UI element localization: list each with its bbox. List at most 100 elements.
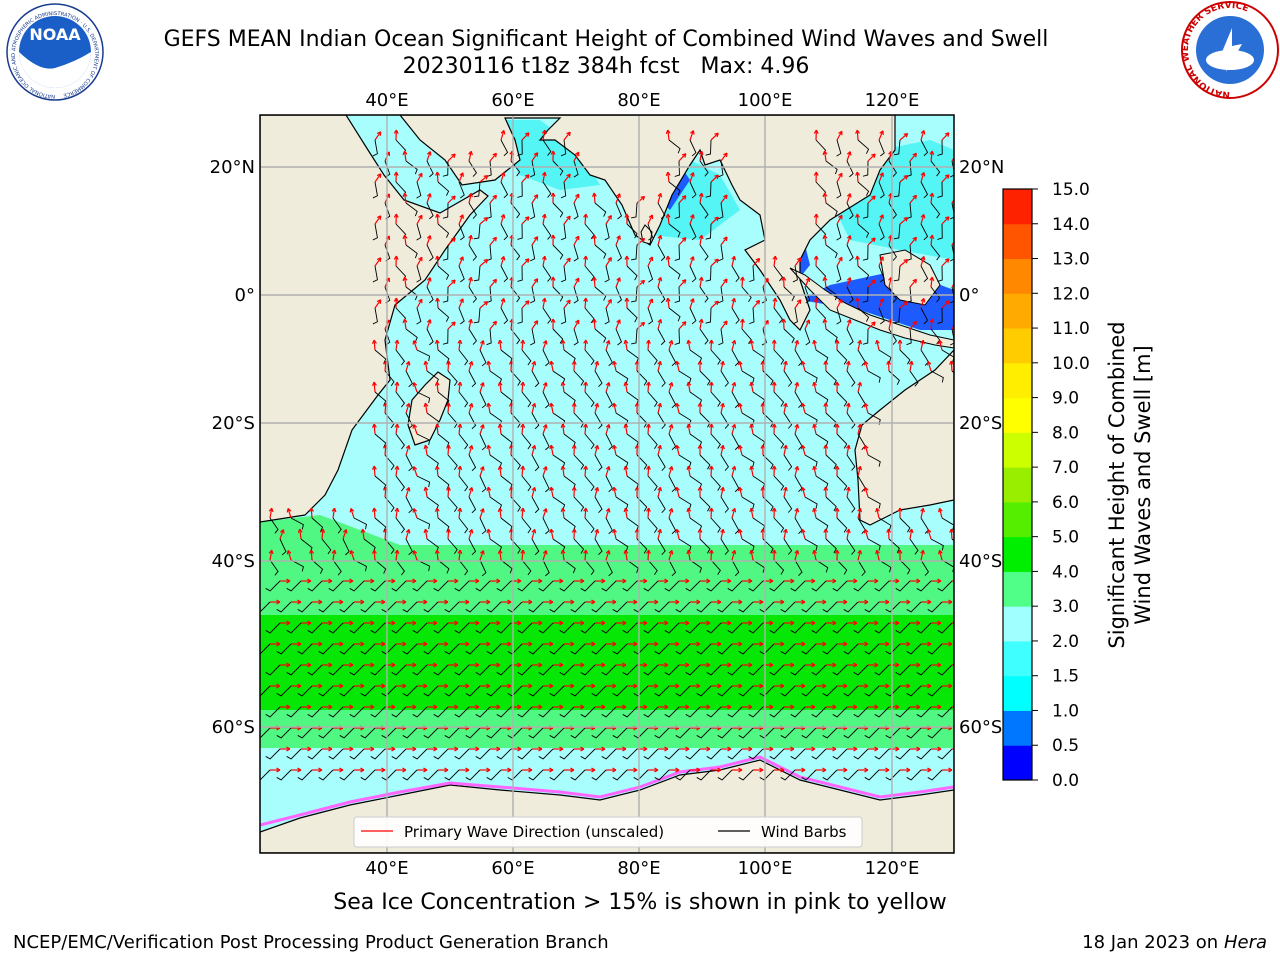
wind-barb — [426, 328, 434, 346]
wave-direction-arrow — [878, 172, 884, 183]
wind-barb — [699, 328, 709, 345]
wind-barb — [668, 475, 677, 493]
wave-direction-arrowhead — [855, 213, 860, 218]
wave-direction-arrowhead — [879, 298, 884, 303]
wave-direction-arrow — [458, 256, 464, 267]
wave-direction-arrowhead — [708, 507, 714, 512]
wave-direction-arrowhead — [685, 704, 690, 710]
wave-direction-arrowhead — [822, 599, 827, 605]
wave-direction-arrow — [468, 193, 472, 204]
wave-direction-arrowhead — [457, 549, 463, 555]
wind-barb — [423, 769, 439, 781]
lat-right-40s: 40°S — [959, 551, 1002, 572]
wave-direction-arrowhead — [483, 258, 489, 264]
wind-barb — [759, 685, 775, 697]
wave-direction-arrow — [373, 465, 376, 477]
wave-direction-arrowhead — [929, 192, 935, 198]
wind-barb — [615, 496, 629, 510]
wave-direction-arrow — [395, 508, 398, 519]
wind-barb — [458, 517, 469, 534]
wave-direction-arrowhead — [492, 278, 498, 284]
wind-barb — [528, 643, 544, 655]
wind-barb — [706, 748, 722, 760]
wave-direction-arrow — [542, 382, 547, 393]
wave-direction-arrow — [487, 445, 491, 456]
wave-direction-arrowhead — [339, 599, 344, 605]
wave-direction-arrowhead — [405, 445, 411, 450]
wave-direction-arrowhead — [549, 360, 555, 366]
wind-barb — [631, 286, 638, 303]
wind-barb — [612, 643, 628, 655]
graticule — [260, 115, 954, 853]
wave-direction-arrow — [720, 445, 724, 456]
wave-direction-arrow — [720, 403, 724, 414]
wind-barb — [612, 727, 628, 739]
wind-barb — [311, 559, 324, 574]
wind-barb — [279, 538, 287, 556]
wave-direction-arrowhead — [591, 641, 596, 647]
wind-barb — [769, 706, 785, 718]
wave-direction-arrow — [447, 402, 450, 414]
wind-barb — [437, 181, 450, 196]
wind-barb — [473, 181, 481, 198]
wave-direction-arrowhead — [434, 423, 440, 428]
wind-barb — [612, 685, 628, 697]
wind-barb — [874, 664, 890, 676]
wind-barb — [878, 559, 892, 573]
wave-direction-arrow — [395, 382, 398, 393]
wave-direction-arrowhead — [920, 549, 925, 555]
wave-direction-arrowhead — [675, 641, 680, 647]
wave-direction-arrowhead — [591, 192, 597, 197]
wave-direction-arrowhead — [863, 402, 869, 408]
wave-direction-arrowhead — [412, 340, 418, 345]
wave-direction-arrow — [615, 319, 621, 330]
wind-barb — [510, 202, 521, 219]
wave-direction-arrowhead — [451, 279, 456, 285]
wave-direction-arrowhead — [640, 279, 646, 285]
wind-barb — [328, 580, 344, 592]
wind-barb — [857, 181, 870, 196]
wave-direction-arrowhead — [769, 746, 774, 752]
wave-direction-arrow — [667, 256, 670, 267]
wind-barb — [560, 181, 567, 199]
wind-barb — [276, 769, 292, 781]
footer-date-text: 18 Jan 2023 on — [1082, 932, 1224, 953]
wave-direction-arrow — [593, 318, 596, 330]
wind-barb — [843, 727, 859, 739]
wave-direction-arrowhead — [895, 746, 900, 752]
wave-direction-arrow — [605, 257, 612, 267]
wave-direction-arrowhead — [475, 704, 480, 710]
wave-direction-arrowhead — [749, 549, 755, 555]
wind-barb — [447, 370, 458, 386]
wave-direction-arrowhead — [863, 528, 869, 534]
wind-barb — [906, 160, 912, 178]
wind-barb — [559, 664, 575, 676]
wave-direction-arrowhead — [916, 662, 921, 668]
wind-barb — [486, 244, 492, 262]
wave-direction-arrowhead — [528, 683, 533, 689]
wind-barb — [549, 601, 565, 613]
wave-direction-arrowhead — [376, 257, 382, 262]
wind-barb — [654, 769, 670, 781]
wave-direction-arrowhead — [769, 704, 774, 710]
wave-direction-arrowhead — [517, 578, 522, 584]
wind-barb — [500, 307, 509, 325]
wind-barb — [930, 328, 941, 345]
wind-barb — [759, 643, 775, 655]
wind-barb — [731, 265, 740, 282]
wind-barb — [360, 601, 376, 613]
wave-direction-arrowhead — [402, 599, 407, 605]
wind-barb — [531, 496, 540, 514]
wave-direction-arrow — [950, 528, 953, 540]
wind-barb — [328, 622, 344, 634]
lat-left-60s: 60°S — [212, 717, 255, 738]
wave-direction-arrowhead — [276, 599, 281, 605]
wind-barb — [685, 580, 701, 592]
wave-direction-arrow — [951, 198, 954, 204]
wave-direction-arrow — [647, 381, 650, 393]
wave-direction-arrow — [500, 298, 505, 309]
wave-direction-arrow — [436, 297, 439, 309]
wind-barb — [762, 454, 774, 470]
wind-barb — [370, 580, 386, 592]
colorbar-tick-label: 14.0 — [1052, 215, 1090, 235]
